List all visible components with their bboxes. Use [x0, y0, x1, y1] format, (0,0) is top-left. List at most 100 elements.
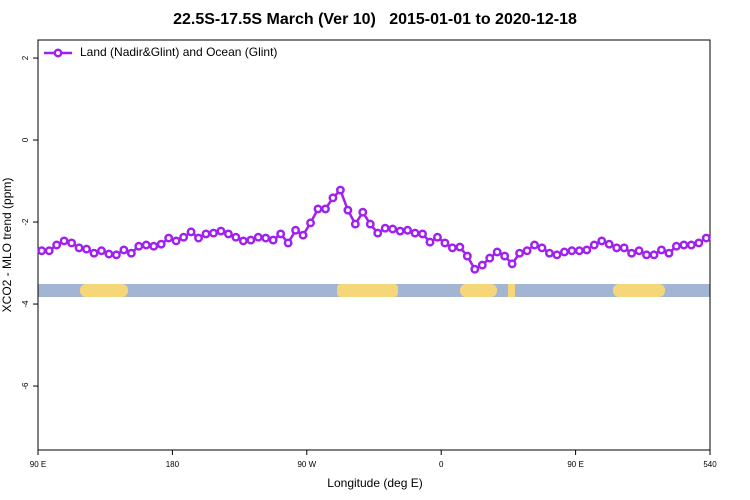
- point: [418, 229, 427, 239]
- point: [223, 229, 233, 239]
- point: [89, 248, 99, 258]
- point: [470, 264, 480, 274]
- point: [649, 250, 659, 260]
- point: [664, 248, 674, 258]
- y-tick-label: -2: [21, 218, 30, 226]
- point: [492, 247, 502, 257]
- point: [537, 243, 547, 253]
- point: [522, 246, 532, 256]
- point: [686, 240, 696, 250]
- point: [485, 253, 495, 263]
- point: [597, 236, 607, 246]
- land-ocean-strip: [38, 284, 710, 297]
- point: [179, 232, 189, 242]
- point: [306, 218, 315, 228]
- y-axis-label: XCO2 - MLO trend (ppm): [0, 178, 14, 313]
- point: [657, 245, 666, 255]
- point: [104, 249, 114, 259]
- x-tick-label: 180: [166, 460, 180, 469]
- point: [619, 243, 629, 253]
- point: [261, 233, 271, 243]
- x-tick-label: 90 E: [30, 460, 46, 469]
- point: [559, 247, 569, 257]
- point: [74, 243, 84, 253]
- point: [507, 259, 517, 269]
- x-tick-label: 0: [439, 460, 444, 469]
- y-tick-label: 2: [21, 55, 30, 60]
- legend-marker: [53, 48, 63, 58]
- point: [268, 235, 278, 245]
- point: [313, 204, 323, 214]
- point: [253, 232, 263, 242]
- point: [246, 235, 256, 245]
- point: [612, 243, 622, 253]
- point: [291, 225, 301, 235]
- point: [574, 246, 584, 256]
- point: [321, 204, 330, 214]
- point: [186, 227, 196, 237]
- point: [545, 248, 554, 258]
- point: [201, 229, 211, 239]
- point: [589, 240, 599, 250]
- point: [410, 228, 420, 238]
- point: [627, 248, 637, 258]
- point: [440, 238, 450, 248]
- point: [134, 241, 144, 251]
- point: [604, 239, 614, 249]
- y-tick-label: -6: [21, 382, 30, 390]
- point: [388, 224, 398, 234]
- point: [671, 241, 681, 251]
- x-axis-label: Longitude (deg E): [327, 476, 422, 490]
- point: [276, 229, 286, 239]
- point: [328, 193, 338, 203]
- point: [44, 246, 54, 256]
- point: [59, 236, 69, 246]
- point: [164, 233, 174, 243]
- y-tick-label: 0: [21, 137, 30, 142]
- point: [37, 246, 47, 256]
- point: [567, 246, 577, 256]
- point: [530, 240, 539, 250]
- point: [67, 238, 77, 248]
- x-tick-label: 90 W: [297, 460, 316, 469]
- point: [119, 245, 129, 255]
- point: [642, 250, 651, 260]
- point: [634, 246, 644, 256]
- point: [403, 225, 413, 235]
- point: [701, 233, 711, 243]
- point: [171, 236, 181, 246]
- point: [433, 232, 442, 242]
- point: [373, 228, 383, 238]
- y-tick-label: -4: [21, 300, 30, 308]
- chart-title: 22.5S-17.5S March (Ver 10) 2015-01-01 to…: [173, 11, 577, 28]
- point: [298, 230, 308, 240]
- point: [97, 246, 106, 256]
- point: [82, 244, 91, 254]
- point: [149, 241, 159, 251]
- point: [343, 205, 353, 215]
- point: [335, 185, 345, 195]
- point: [358, 207, 368, 217]
- point: [216, 226, 226, 236]
- point: [194, 233, 203, 243]
- point: [462, 251, 472, 261]
- point: [52, 240, 62, 250]
- x-tick-label: 90 E: [567, 460, 583, 469]
- point: [679, 240, 689, 250]
- point: [209, 228, 218, 238]
- point: [126, 248, 136, 258]
- point: [156, 239, 166, 249]
- point: [500, 251, 510, 261]
- point: [350, 219, 360, 229]
- point: [283, 238, 293, 248]
- point: [455, 242, 465, 252]
- point: [582, 245, 592, 255]
- series-line: [41, 187, 707, 271]
- point: [141, 240, 151, 250]
- point: [395, 226, 405, 236]
- point: [231, 232, 241, 242]
- point: [447, 243, 457, 253]
- point: [515, 248, 525, 258]
- point: [552, 250, 562, 260]
